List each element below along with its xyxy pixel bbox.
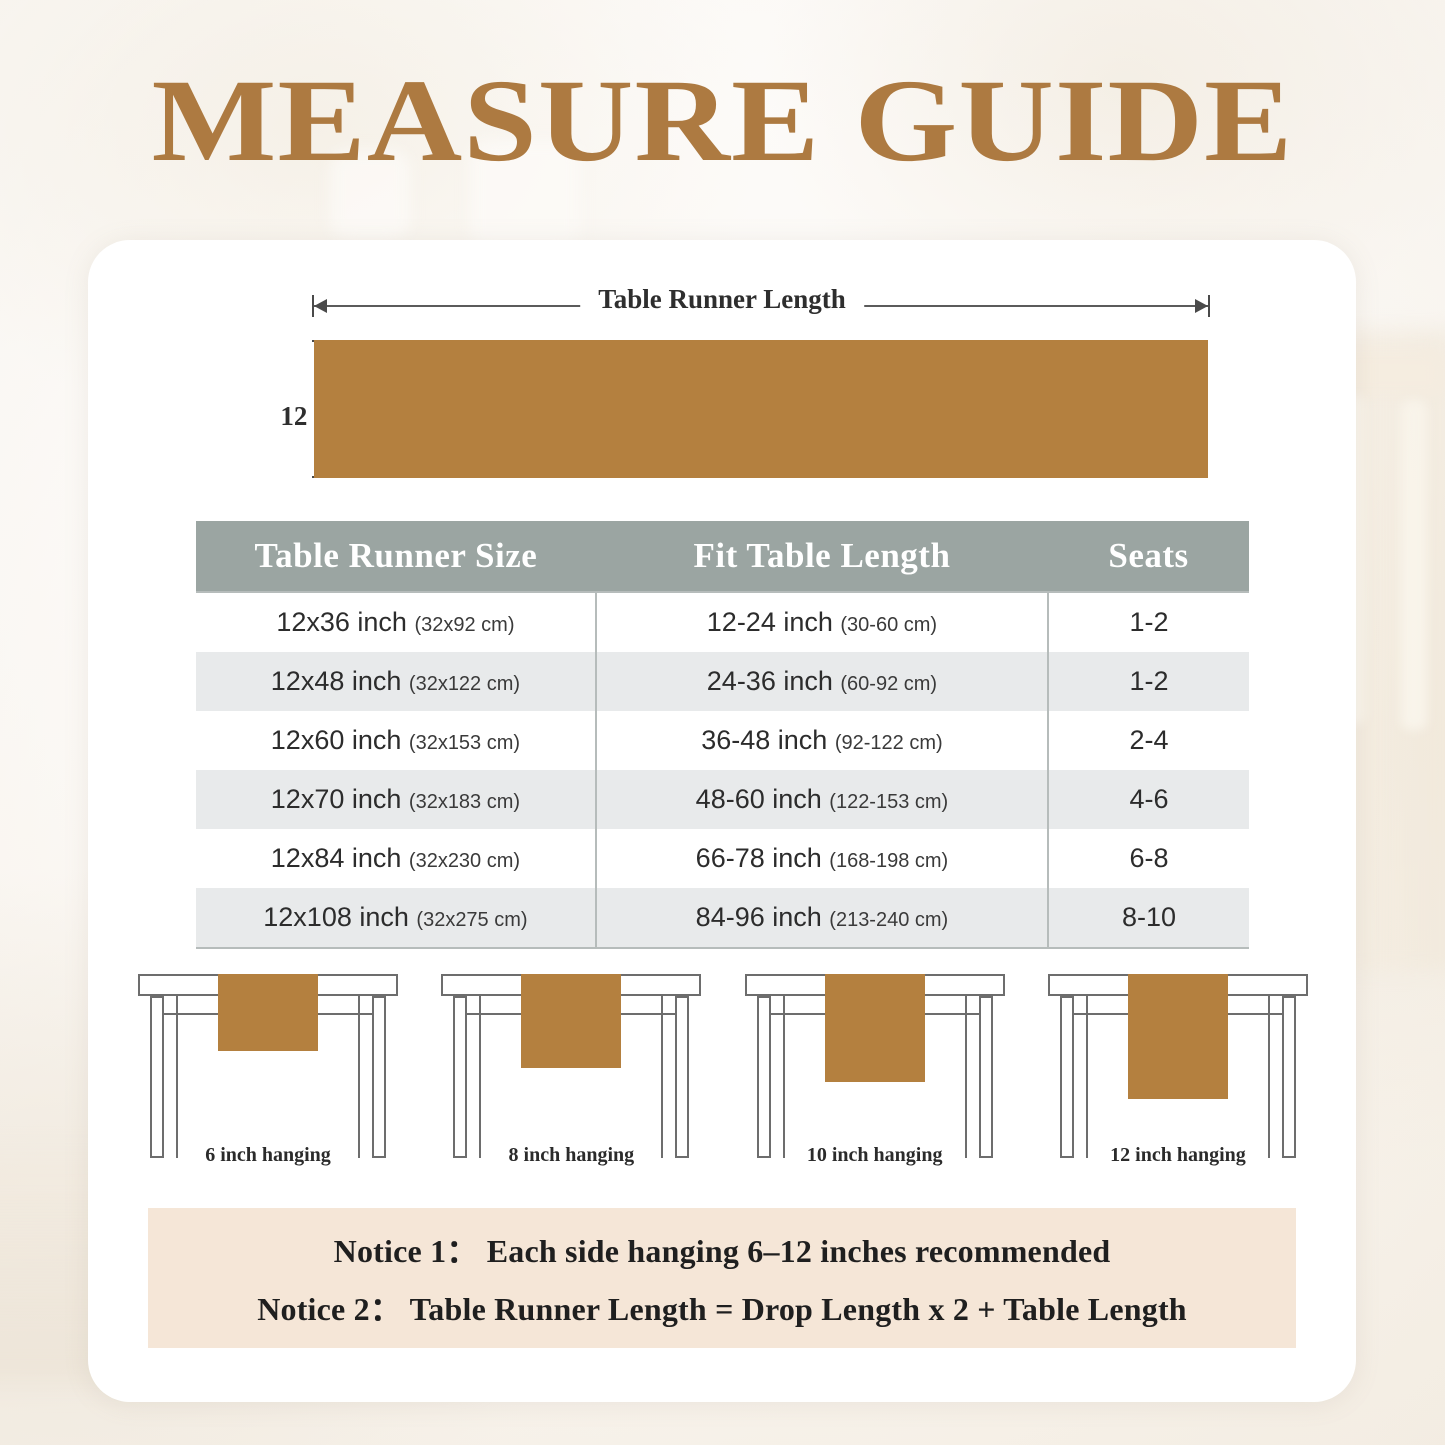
- fit-length-cm: (122-153 cm): [829, 791, 949, 813]
- page-title: MEASURE GUIDE: [151, 55, 1294, 186]
- table-leg-inner-right: [661, 996, 664, 1158]
- notice-box: Notice 1： Each side hanging 6–12 inches …: [148, 1208, 1296, 1348]
- fit-length-inch: 66-78 inch: [695, 843, 822, 873]
- cell-seats: 4-6: [1048, 770, 1249, 829]
- table-leg-inner-right: [358, 996, 360, 1158]
- hanging-caption: 10 inch hanging: [806, 1144, 943, 1166]
- table-illustration: 6 inch hanging: [128, 966, 408, 1181]
- cell-runner-size: 12x70 inch (32x183 cm): [196, 770, 597, 829]
- cell-fit-length: 66-78 inch (168-198 cm): [595, 829, 1050, 888]
- cell-runner-size: 12x60 inch (32x153 cm): [196, 711, 597, 770]
- column-header-fit-length: Fit Table Length: [595, 521, 1049, 592]
- fit-length-inch: 24-36 inch: [706, 666, 833, 696]
- runner-size-cm: (32x275 cm): [416, 909, 528, 931]
- size-table: Table Runner Size Fit Table Length Seats…: [196, 521, 1249, 949]
- table-row: 12x70 inch (32x183 cm) 48-60 inch (122-15…: [196, 770, 1249, 829]
- fit-length-cm: (213-240 cm): [829, 909, 949, 931]
- runner-swatch: [314, 340, 1208, 478]
- runner-size-inch: 12x84 inch: [270, 843, 402, 873]
- runner-dimension-diagram: Table Runner Length 12 inch: [88, 240, 1356, 508]
- table-leg-inner-left: [479, 996, 482, 1158]
- column-header-seats: Seats: [1048, 521, 1249, 592]
- fit-length-cm: (60-92 cm): [840, 673, 938, 695]
- cell-seats: 6-8: [1048, 829, 1249, 888]
- background-chair-slat-3: [1401, 400, 1427, 730]
- cell-fit-length: 36-48 inch (92-122 cm): [595, 711, 1050, 770]
- cell-runner-size: 12x108 inch (32x275 cm): [196, 888, 597, 949]
- table-leg-inner-right: [1267, 996, 1270, 1158]
- cell-runner-size: 12x36 inch (32x92 cm): [196, 591, 597, 652]
- fit-length-inch: 12-24 inch: [706, 607, 833, 637]
- runner-size-cm: (32x230 cm): [408, 850, 521, 872]
- cell-seats: 1-2: [1048, 652, 1249, 711]
- runner-drape: [218, 974, 318, 1051]
- table-illustration: 8 inch hanging: [431, 966, 711, 1181]
- runner-drape: [1127, 974, 1228, 1099]
- table-illustration: 12 inch hanging: [1038, 966, 1318, 1181]
- table-leg-inner-right: [964, 996, 967, 1158]
- hanging-illustrations: 6 inch hanging 8 inch hanging 10 inch hang…: [128, 966, 1318, 1181]
- runner-size-inch: 12x108 inch: [263, 902, 409, 932]
- guide-card: Table Runner Length 12 inch Table Runner…: [88, 240, 1356, 1402]
- cell-fit-length: 84-96 inch (213-240 cm): [595, 888, 1050, 949]
- table-leg-right: [1281, 996, 1296, 1158]
- table-leg-right: [978, 996, 993, 1158]
- runner-size-cm: (32x122 cm): [408, 673, 521, 695]
- background-decor-mid: [470, 140, 580, 250]
- table-leg-inner-left: [1085, 996, 1088, 1158]
- arrow-left-icon: [314, 299, 327, 313]
- runner-size-cm: (32x153 cm): [408, 732, 521, 754]
- hanging-caption: 12 inch hanging: [1110, 1144, 1246, 1166]
- cell-runner-size: 12x48 inch (32x122 cm): [196, 652, 597, 711]
- runner-size-inch: 12x70 inch: [270, 784, 402, 814]
- fit-length-inch: 48-60 inch: [695, 784, 822, 814]
- cell-runner-size: 12x84 inch (32x230 cm): [196, 829, 597, 888]
- table-header-row: Table Runner Size Fit Table Length Seats: [196, 521, 1249, 592]
- table-leg-left: [453, 996, 468, 1158]
- fit-length-cm: (168-198 cm): [829, 850, 949, 872]
- length-label: Table Runner Length: [580, 284, 864, 315]
- cell-fit-length: 12-24 inch (30-60 cm): [595, 591, 1050, 652]
- notice-line-1: Notice 1： Each side hanging 6–12 inches …: [333, 1233, 1111, 1269]
- fit-length-cm: (30-60 cm): [840, 614, 938, 636]
- table-row: 12x48 inch (32x122 cm) 24-36 inch (60-92 …: [196, 652, 1249, 711]
- table-leg-inner-left: [176, 996, 178, 1158]
- length-tick-right: [1208, 295, 1210, 317]
- table-body: 12x36 inch (32x92 cm) 12-24 inch (30-60 c…: [196, 591, 1249, 949]
- runner-size-inch: 12x48 inch: [270, 666, 402, 696]
- cell-fit-length: 48-60 inch (122-153 cm): [595, 770, 1050, 829]
- length-tick-left: [312, 295, 314, 317]
- fit-length-cm: (92-122 cm): [834, 732, 943, 754]
- arrow-right-icon: [1195, 299, 1208, 313]
- runner-drape: [824, 974, 925, 1082]
- table-leg-left: [150, 996, 164, 1158]
- runner-size-cm: (32x183 cm): [408, 791, 521, 813]
- hanging-caption: 6 inch hanging: [205, 1144, 331, 1166]
- table-row: 12x84 inch (32x230 cm) 66-78 inch (168-19…: [196, 829, 1249, 888]
- table-row: 12x36 inch (32x92 cm) 12-24 inch (30-60 c…: [196, 591, 1249, 652]
- hanging-caption: 8 inch hanging: [508, 1144, 635, 1166]
- cell-fit-length: 24-36 inch (60-92 cm): [595, 652, 1050, 711]
- runner-size-inch: 12x36 inch: [276, 607, 407, 637]
- fit-length-inch: 36-48 inch: [701, 725, 828, 755]
- runner-drape: [521, 974, 622, 1068]
- fit-length-inch: 84-96 inch: [695, 902, 822, 932]
- runner-size-inch: 12x60 inch: [270, 725, 402, 755]
- notice-line-2: Notice 2： Table Runner Length = Drop Len…: [257, 1291, 1187, 1327]
- cell-seats: 1-2: [1048, 591, 1249, 652]
- table-illustration: 10 inch hanging: [735, 966, 1015, 1181]
- background-decor-left: [330, 150, 410, 240]
- table-leg-right: [372, 996, 386, 1158]
- column-header-runner-size: Table Runner Size: [196, 521, 596, 592]
- cell-seats: 8-10: [1048, 888, 1249, 949]
- table-leg-left: [1059, 996, 1074, 1158]
- table-leg-inner-left: [782, 996, 785, 1158]
- table-leg-right: [675, 996, 690, 1158]
- table-leg-left: [756, 996, 771, 1158]
- table-row: 12x60 inch (32x153 cm) 36-48 inch (92-122…: [196, 711, 1249, 770]
- cell-seats: 2-4: [1048, 711, 1249, 770]
- runner-size-cm: (32x92 cm): [414, 614, 515, 636]
- table-row: 12x108 inch (32x275 cm) 84-96 inch (213-2…: [196, 888, 1249, 949]
